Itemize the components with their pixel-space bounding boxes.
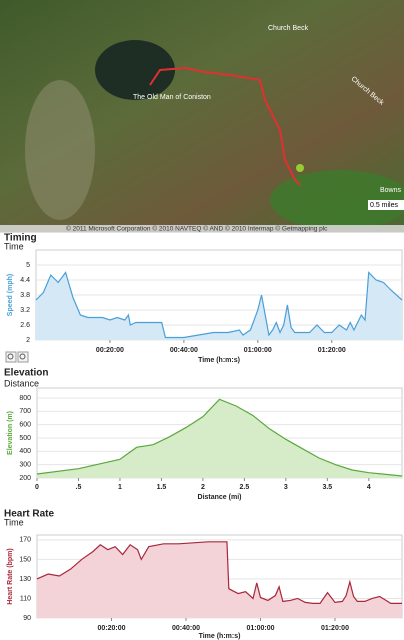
lake bbox=[95, 40, 175, 100]
zoom-box bbox=[17, 351, 29, 363]
route-marker bbox=[296, 164, 304, 172]
map-scale: 0.5 miles bbox=[370, 202, 399, 209]
x-tick-label: 00:20:00 bbox=[97, 625, 125, 632]
chart-title: Heart Rate bbox=[4, 509, 54, 520]
y-tick-label: 3.2 bbox=[20, 307, 30, 314]
y-tick-label: 600 bbox=[19, 422, 31, 429]
y-axis-label: Heart Rate (bpm) bbox=[7, 548, 14, 604]
map-label: Church Beck bbox=[268, 25, 309, 32]
x-tick-label: 00:20:00 bbox=[96, 347, 124, 354]
zoom-button[interactable] bbox=[5, 351, 17, 363]
map-attribution: © 2011 Microsoft Corporation © 2010 NAVT… bbox=[66, 225, 328, 233]
y-tick-label: 170 bbox=[19, 537, 31, 544]
y-tick-label: 150 bbox=[19, 556, 31, 563]
zoom-button[interactable] bbox=[17, 351, 29, 363]
chart-title: Timing bbox=[4, 233, 37, 244]
x-tick-label: 01:20:00 bbox=[321, 625, 349, 632]
x-axis-label: Distance (mi) bbox=[198, 494, 242, 501]
x-tick-label: 4 bbox=[367, 484, 371, 491]
y-tick-label: 300 bbox=[19, 462, 31, 469]
zoom-icon bbox=[7, 353, 14, 360]
attribution-bar bbox=[0, 225, 404, 233]
area-fill bbox=[37, 399, 402, 478]
x-tick-label: 0 bbox=[35, 484, 39, 491]
y-tick-label: 400 bbox=[19, 448, 31, 455]
y-axis-label: Elevation (m) bbox=[7, 411, 14, 455]
line bbox=[36, 398, 403, 477]
zoom-box bbox=[5, 351, 17, 363]
x-tick-label: 01:00:00 bbox=[246, 625, 274, 632]
x-axis-label: Time (h:m:s) bbox=[199, 633, 241, 640]
x-tick-label: 00:40:00 bbox=[170, 347, 198, 354]
x-tick-label: 2.5 bbox=[240, 484, 250, 491]
chart-subtitle: Distance bbox=[4, 378, 39, 388]
map-label: Bowns bbox=[380, 187, 402, 194]
y-tick-label: 110 bbox=[20, 595, 31, 602]
x-axis-label: Time (h:m:s) bbox=[198, 357, 240, 364]
x-tick-label: .5 bbox=[76, 484, 82, 491]
area-fill bbox=[36, 272, 402, 340]
x-tick-label: 3 bbox=[284, 484, 288, 491]
x-tick-label: 3.5 bbox=[322, 484, 332, 491]
x-tick-label: 1.5 bbox=[157, 484, 167, 491]
scale-box bbox=[368, 200, 404, 210]
y-tick-label: 800 bbox=[19, 395, 31, 402]
y-tick-label: 4.4 bbox=[20, 277, 30, 284]
x-tick-label: 2 bbox=[201, 484, 205, 491]
x-tick-label: 01:20:00 bbox=[318, 347, 346, 354]
y-tick-label: 3.8 bbox=[20, 292, 30, 299]
zoom-icon bbox=[19, 353, 26, 360]
route bbox=[149, 66, 301, 186]
y-tick-label: 5 bbox=[26, 262, 30, 269]
chart-subtitle: Time bbox=[4, 241, 24, 251]
area-fill bbox=[37, 541, 402, 618]
y-tick-label: 700 bbox=[19, 408, 31, 415]
y-tick-label: 2.6 bbox=[20, 322, 30, 329]
x-tick-label: 00:40:00 bbox=[172, 625, 200, 632]
y-tick-label: 130 bbox=[19, 576, 31, 583]
map[interactable]: The Old Man of Coniston Church Beck Chur… bbox=[0, 0, 404, 233]
line bbox=[36, 541, 402, 604]
map-label: The Old Man of Coniston bbox=[133, 94, 211, 101]
y-axis-label: Speed (mph) bbox=[7, 274, 14, 316]
y-tick-label: 500 bbox=[19, 435, 31, 442]
y-tick-label: 2 bbox=[26, 337, 30, 344]
chart-subtitle: Time bbox=[4, 517, 24, 527]
y-tick-label: 200 bbox=[19, 475, 31, 482]
x-tick-label: 1 bbox=[118, 484, 122, 491]
ridge bbox=[25, 80, 95, 220]
y-tick-label: 90 bbox=[23, 615, 31, 622]
line bbox=[35, 271, 403, 339]
x-tick-label: 01:00:00 bbox=[244, 347, 272, 354]
chart-title: Elevation bbox=[4, 368, 48, 379]
fields bbox=[270, 170, 404, 230]
